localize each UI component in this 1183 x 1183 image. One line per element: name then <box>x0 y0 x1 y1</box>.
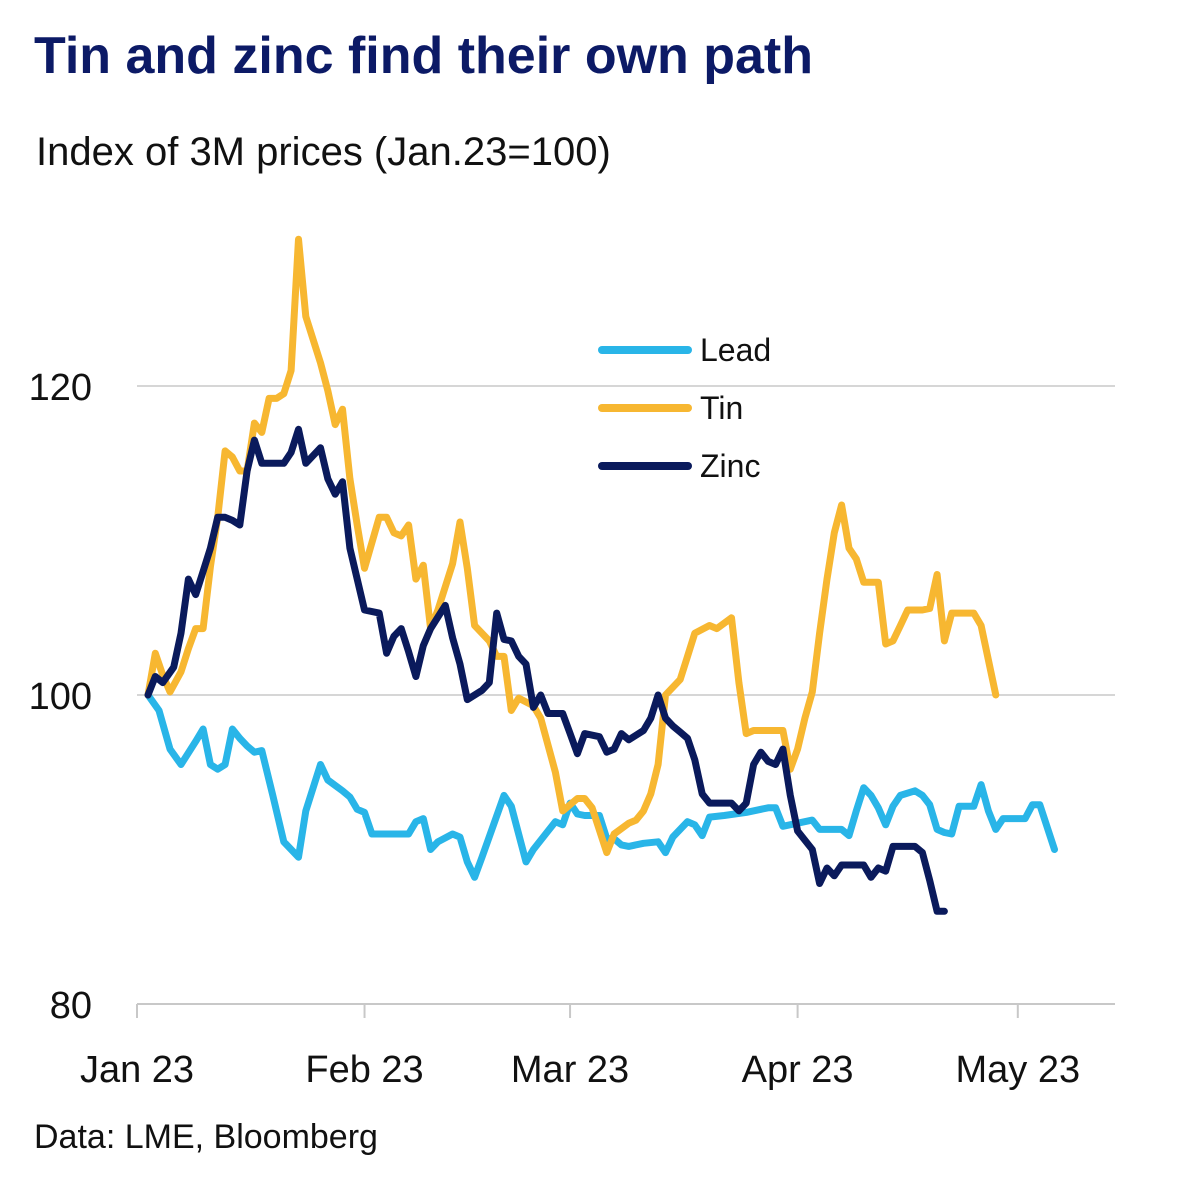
chart-title: Tin and zinc find their own path <box>34 27 814 85</box>
x-tick-label-3: Apr 23 <box>742 1049 854 1091</box>
series-line-lead <box>144 691 1058 881</box>
x-tick-label-4: May 23 <box>955 1049 1080 1091</box>
x-axis <box>136 1003 1115 1018</box>
x-tick-label-1: Feb 23 <box>305 1049 423 1091</box>
y-tick-label-100: 100 <box>29 676 92 718</box>
gridlines <box>137 385 1115 696</box>
y-tick-label-120: 120 <box>29 367 92 409</box>
data-source-note: Data: LME, Bloomberg <box>34 1118 378 1156</box>
x-axis-labels: Jan 23 Feb 23 Mar 23 Apr 23 May 23 <box>80 1049 1080 1091</box>
y-tick-label-80: 80 <box>50 985 92 1027</box>
legend-label-tin: Tin <box>700 390 743 426</box>
x-tick-label-0: Jan 23 <box>80 1049 194 1091</box>
series-lines <box>144 235 1058 915</box>
legend: Lead Tin Zinc <box>598 332 771 484</box>
legend-label-lead: Lead <box>700 332 771 368</box>
legend-label-zinc: Zinc <box>700 448 760 484</box>
y-axis-labels: 80 100 120 <box>29 367 92 1027</box>
x-tick-label-2: Mar 23 <box>511 1049 629 1091</box>
series-line-zinc <box>144 425 948 915</box>
series-line-tin <box>144 235 1000 857</box>
chart-subtitle: Index of 3M prices (Jan.23=100) <box>36 130 611 174</box>
